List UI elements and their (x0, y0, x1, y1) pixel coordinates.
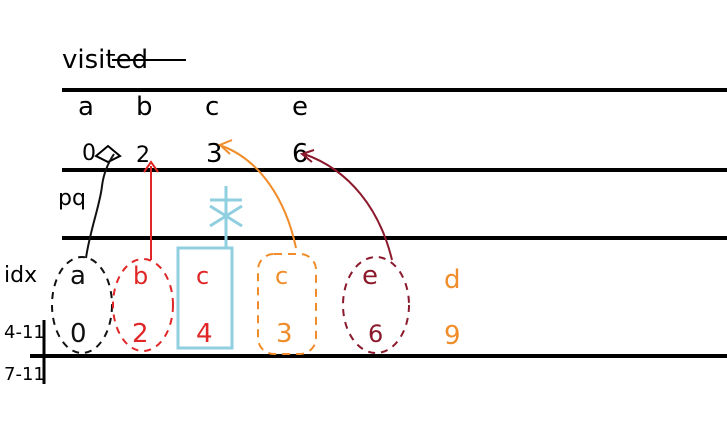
pq-item-a-key: a (70, 261, 86, 291)
pq-item-d-key: d (444, 265, 461, 295)
visited-key-c: c (205, 92, 219, 122)
row-label-bottom: 7-11 (4, 364, 45, 385)
pq-item-b-key: b (133, 262, 148, 290)
pq-item-c3-outline (257, 253, 317, 355)
visited-key-a: a (78, 92, 94, 122)
row-label-idx: idx (4, 263, 37, 288)
cross-out-mark-icon (209, 186, 243, 248)
pointer-c3-arrowhead (218, 139, 233, 155)
pq-item-c4-outline (176, 246, 234, 350)
pointer-b-arrowhead (143, 160, 159, 173)
row-label-pq: pq (58, 186, 86, 211)
visited-value-6: 6 (292, 139, 309, 169)
pq-item-b-value: 2 (132, 319, 149, 349)
pq-item-e-outline (342, 256, 410, 354)
pointer-e (303, 153, 393, 261)
pq-item-a-value: 0 (70, 319, 87, 349)
visited-value-2: 2 (136, 143, 150, 168)
pq-item-c4-value: 4 (196, 319, 213, 349)
pq-item-c3-value: 3 (276, 319, 293, 349)
pq-item-c4-key: c (196, 262, 209, 290)
visited-key-b: b (136, 92, 153, 122)
pointer-a (85, 153, 115, 259)
pq-item-d-value: 9 (444, 321, 461, 351)
pq-item-c3-key: c (275, 262, 288, 290)
visited-key-e: e (292, 92, 308, 122)
visited-value-0: 0 (82, 141, 96, 166)
pointer-e-arrowhead (299, 149, 315, 163)
arrow-mark-a (94, 144, 122, 164)
pq-item-e-key: e (362, 261, 378, 291)
pq-item-b-outline (112, 258, 174, 352)
pq-item-e-value: 6 (368, 320, 383, 348)
row-label-dist: 4-11 (4, 322, 45, 343)
pointer-c3 (221, 145, 297, 249)
visited-value-3: 3 (206, 139, 223, 169)
